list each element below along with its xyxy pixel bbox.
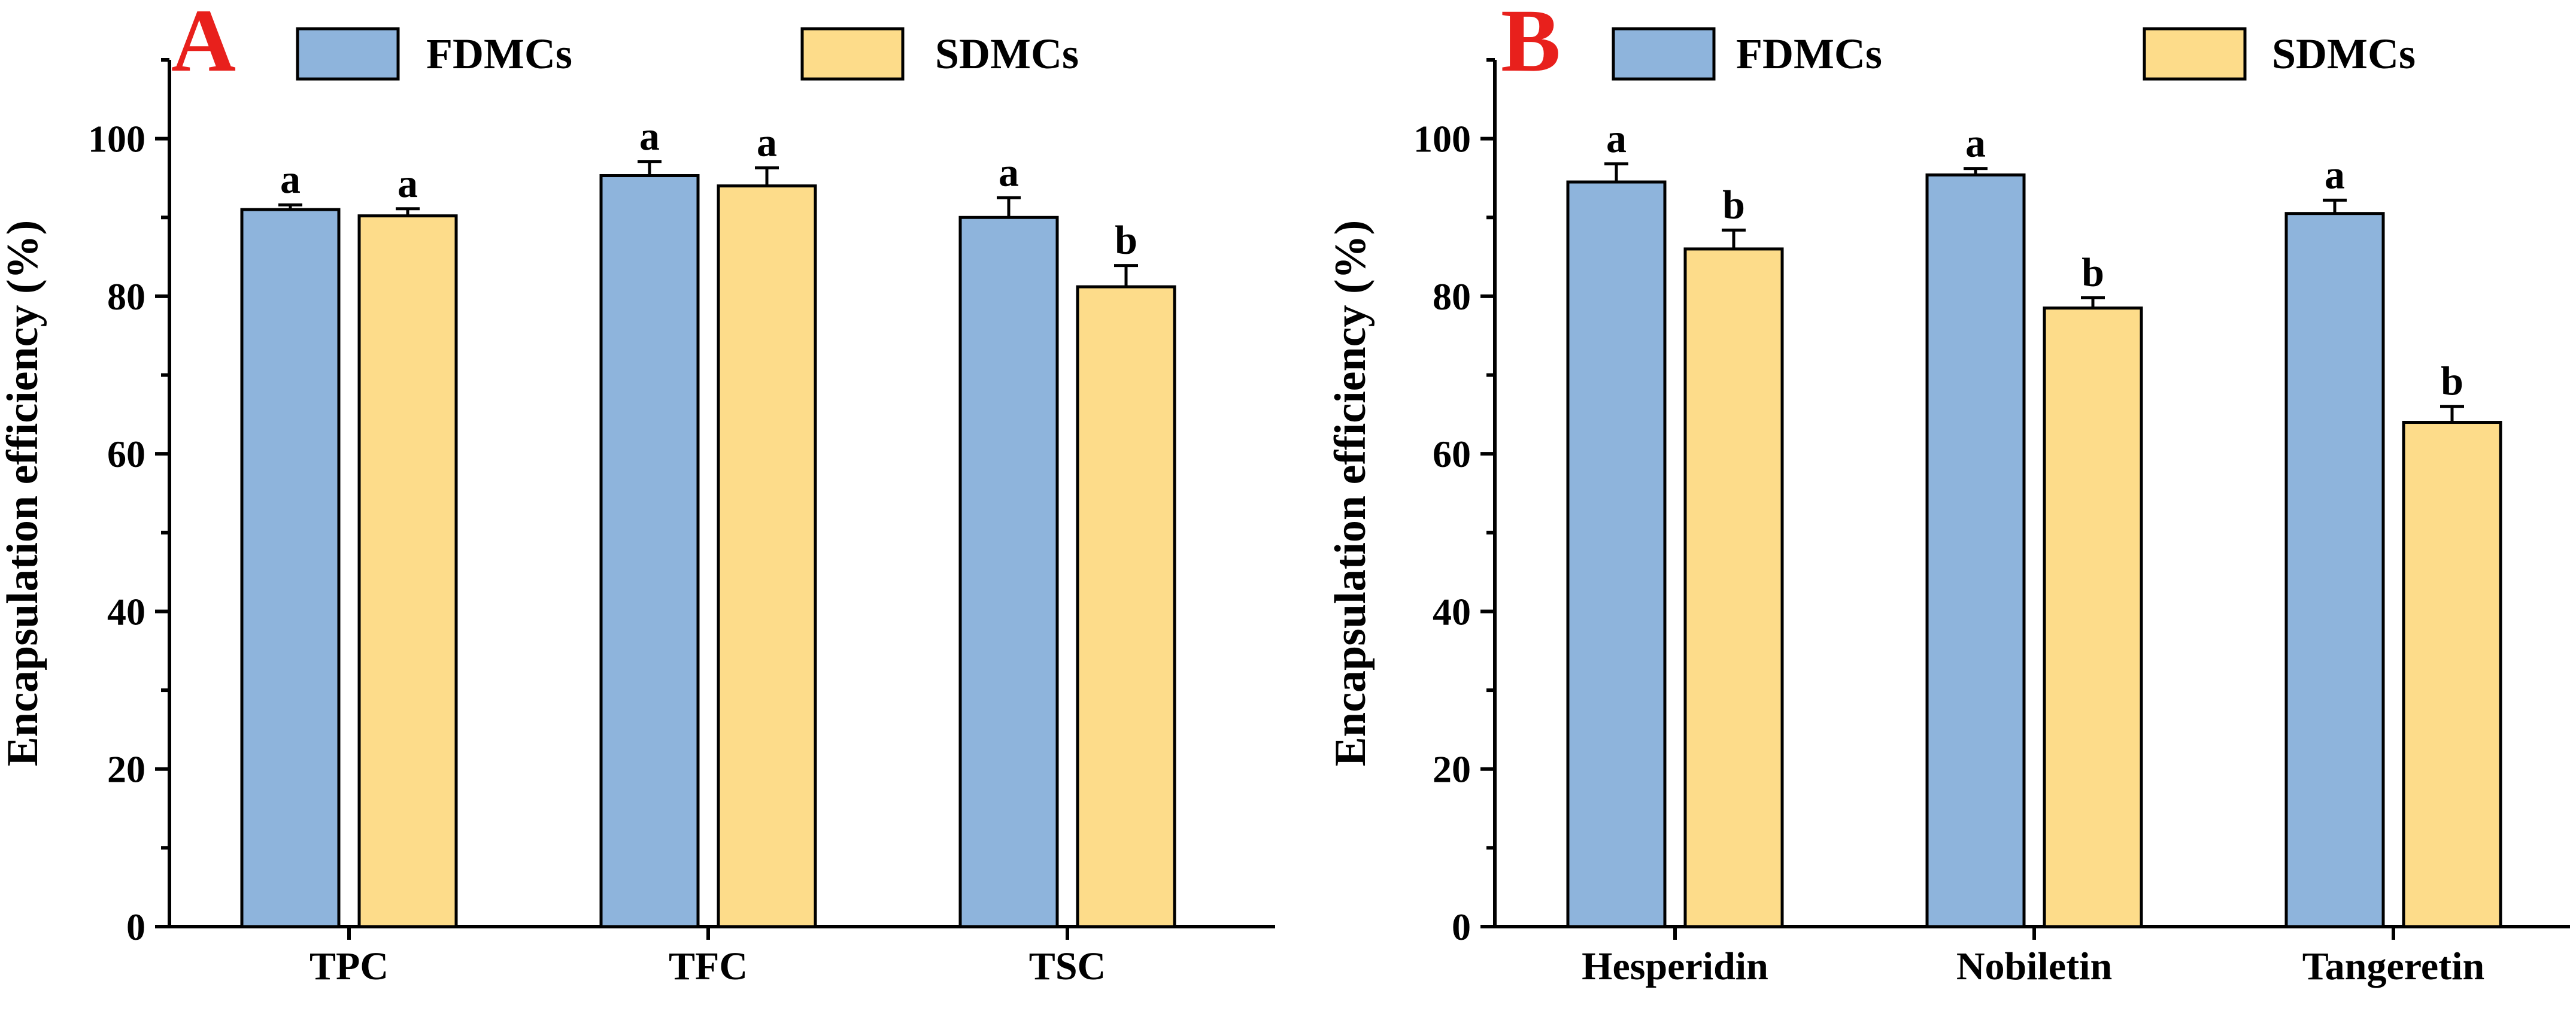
- significance-letter: a: [1606, 116, 1627, 161]
- bar-sdmcs-nobiletin: [2043, 306, 2143, 928]
- bar-sdmcs-tangeretin: [2402, 421, 2502, 928]
- legend-label-fdmcs: FDMCs: [426, 30, 572, 78]
- y-tick-label: 40: [107, 590, 145, 633]
- legend-label-fdmcs: FDMCs: [1736, 30, 1882, 78]
- bar-sdmcs-hesperidin: [1683, 247, 1784, 928]
- y-tick-label: 100: [88, 118, 145, 160]
- significance-letter: a: [1965, 120, 1986, 166]
- legend-swatch-fdmcs: [296, 27, 400, 81]
- bar-fdmcs-hesperidin: [1566, 180, 1667, 928]
- y-tick-label: 40: [1433, 590, 1471, 633]
- y-axis-title: Encapsulation efficiency (%): [1326, 220, 1375, 767]
- significance-letter: a: [398, 160, 418, 206]
- legend-label-sdmcs: SDMCs: [2272, 30, 2416, 78]
- y-tick-label: 60: [1433, 433, 1471, 475]
- significance-letter: a: [999, 149, 1019, 195]
- bar-fdmcs-tpc: [240, 208, 341, 928]
- significance-letter: b: [2082, 250, 2104, 295]
- bar-fdmcs-tangeretin: [2284, 212, 2385, 928]
- significance-letter: a: [280, 156, 301, 202]
- legend-swatch-fdmcs: [1612, 27, 1716, 81]
- panel-a: A FDMCs SDMCs 0 20 40 60 80 100 Encapsulation eff…: [0, 0, 1275, 988]
- bar-fdmcs-nobiletin: [1925, 173, 2026, 928]
- significance-letter: a: [639, 113, 660, 159]
- x-tick-label: TSC: [1029, 945, 1106, 988]
- significance-letter: b: [1722, 181, 1745, 227]
- y-tick-label: 80: [107, 275, 145, 318]
- legend-label-sdmcs: SDMCs: [935, 30, 1079, 78]
- x-tick-label: Nobiletin: [1956, 945, 2112, 988]
- y-tick-label: 80: [1433, 275, 1471, 318]
- panel-b: B FDMCs SDMCs 0 20 40 60 80 100 Encapsulation eff…: [1326, 0, 2570, 988]
- y-tick-label: 100: [1413, 118, 1471, 160]
- x-tick-label: TPC: [310, 945, 389, 988]
- panel-letter: A: [171, 0, 236, 90]
- bar-fdmcs-tfc: [599, 174, 700, 928]
- x-tick-label: TFC: [669, 945, 748, 988]
- x-tick-label: Hesperidin: [1582, 945, 1768, 988]
- y-tick-label: 0: [126, 906, 145, 948]
- legend-swatch-sdmcs: [800, 27, 905, 81]
- y-tick-label: 20: [107, 748, 145, 791]
- y-tick-label: 0: [1452, 906, 1471, 948]
- y-tick-label: 60: [107, 433, 145, 475]
- legend-swatch-sdmcs: [2143, 27, 2247, 81]
- bar-sdmcs-tpc: [357, 214, 458, 928]
- significance-letter: b: [2441, 358, 2463, 403]
- significance-letter: a: [757, 119, 777, 165]
- bar-sdmcs-tsc: [1076, 285, 1176, 928]
- x-tick-label: Tangeretin: [2302, 945, 2484, 988]
- y-axis-title: Encapsulation efficiency (%): [0, 220, 47, 767]
- significance-letter: a: [2325, 151, 2345, 197]
- bar-sdmcs-tfc: [717, 184, 817, 928]
- significance-letter: b: [1115, 217, 1137, 263]
- y-tick-label: 20: [1433, 748, 1471, 791]
- panel-letter: B: [1501, 0, 1561, 90]
- bar-fdmcs-tsc: [958, 215, 1059, 928]
